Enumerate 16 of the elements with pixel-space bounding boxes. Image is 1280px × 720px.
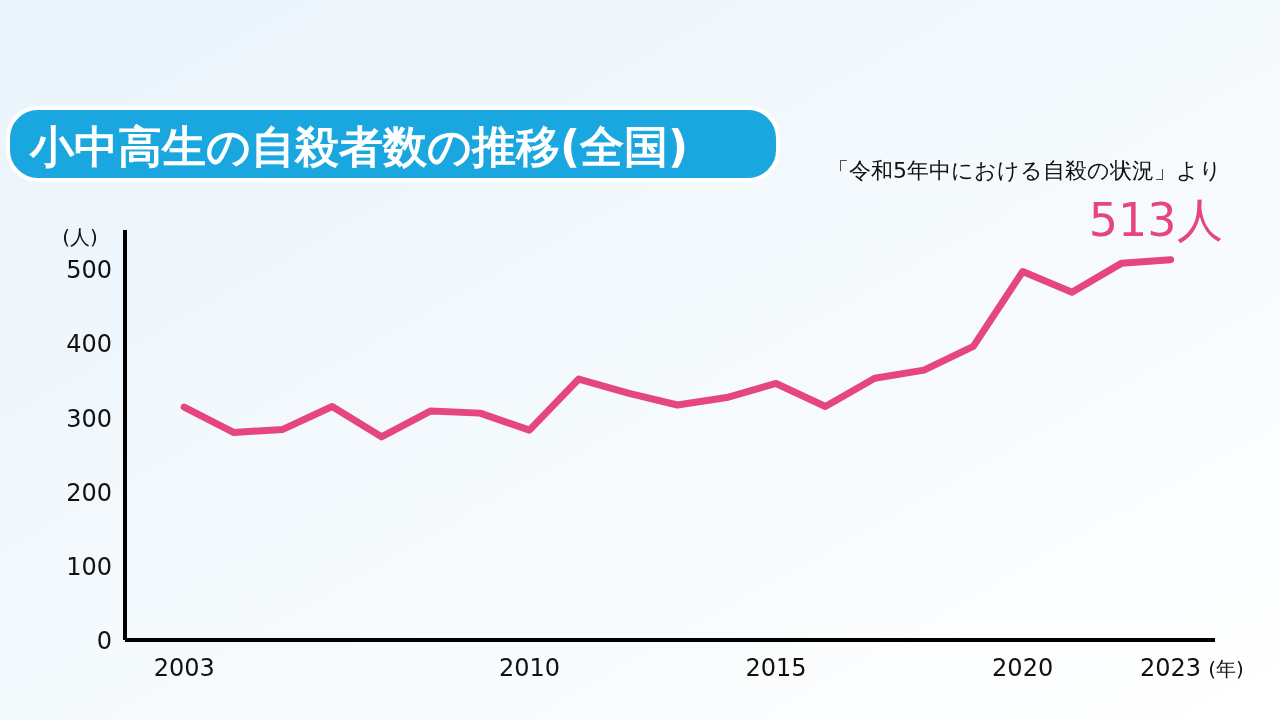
annotation: 513人 [1088, 192, 1223, 247]
y-tick-label: 0 [96, 627, 112, 655]
y-tick-label: 500 [66, 256, 112, 285]
x-axis-title: (年) [1208, 657, 1244, 681]
x-tick-label: 2003 [153, 654, 215, 682]
y-tick-label: 100 [66, 552, 112, 581]
x-tick-label: 2010 [498, 654, 560, 682]
x-tick-label: 2023 [1140, 654, 1202, 682]
chart-title: 小中高生の自殺者数の推移(全国) [28, 121, 689, 172]
text: 「令和5年中における自殺の状況」より [827, 158, 1222, 183]
x-tick-label: 2020 [992, 654, 1054, 682]
y-axis-title: (人) [62, 225, 98, 249]
x-tick-label: 2015 [745, 654, 807, 682]
y-tick-label: 300 [66, 404, 112, 433]
y-tick-label: 400 [66, 330, 112, 359]
y-tick-label: 200 [66, 478, 112, 507]
